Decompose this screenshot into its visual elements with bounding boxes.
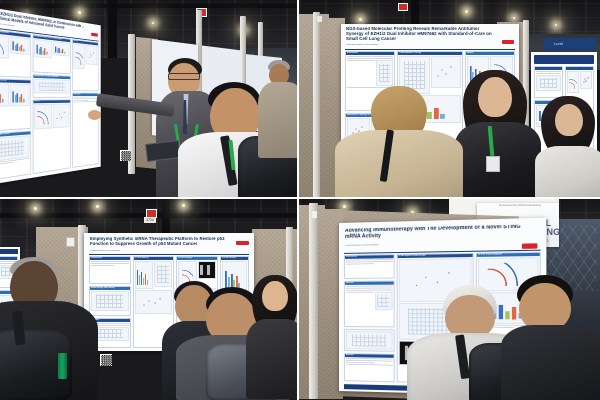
- jacket: [501, 325, 597, 400]
- person-attendee: [335, 86, 463, 197]
- water-bottle: [58, 353, 67, 379]
- photo-top-right: Lunit NGS-based Mol: [299, 0, 600, 199]
- board-post: [313, 12, 320, 197]
- person-attendee: [501, 275, 597, 400]
- hall-banner-label: Lunit: [554, 41, 563, 46]
- panel-header: Mechanism of Synergy in SCLC: [346, 114, 395, 117]
- poster-panel[interactable]: [343, 329, 395, 352]
- person-presenter: [455, 70, 541, 197]
- sign-subtitle: Presented at the AACR Annual Meeting: [499, 204, 541, 207]
- panel-header: In Vitro Activity: [133, 257, 174, 260]
- sponsor-logo: [502, 40, 514, 44]
- panel-header: mRNA Design and Delivery: [90, 287, 130, 290]
- ceiling-light: [34, 207, 37, 210]
- poster-panel[interactable]: Introduction: [343, 254, 395, 279]
- poster-panel[interactable]: PK / PD: [71, 39, 99, 92]
- panel-header: Introduction: [90, 257, 130, 260]
- ceiling-light: [359, 18, 362, 21]
- poster-authors: Presenting author list and affiliations: [346, 44, 379, 46]
- poster-panel[interactable]: Synergy Score for Drug Combination: [32, 74, 71, 98]
- sponsor-logo: [521, 243, 538, 249]
- board-number: [317, 16, 322, 22]
- poster-panel[interactable]: Conclusions: [71, 92, 99, 168]
- truss-beam: [0, 4, 297, 8]
- photo-bottom-left: 4724 Employing Synthetic mRNA Therapeuti…: [0, 199, 299, 400]
- head: [445, 295, 495, 339]
- sponsor-logo: [236, 241, 249, 245]
- truss-column: [162, 199, 170, 265]
- poster-panel[interactable]: Background / Introduction: [0, 28, 31, 78]
- poster-panel[interactable]: In Vitro Activity: [132, 256, 175, 348]
- exit-sign: [398, 3, 408, 11]
- person-attendee: [535, 96, 600, 197]
- panel-header: Results: [465, 52, 514, 55]
- ceiling-light: [555, 24, 557, 26]
- head: [269, 64, 289, 85]
- poster-panel[interactable]: mRNA Design and Delivery: [89, 286, 131, 316]
- jacket: [258, 82, 297, 158]
- board-post: [309, 203, 318, 399]
- ceiling-light: [182, 204, 185, 207]
- board-tag: [312, 211, 317, 218]
- board-tag: [66, 237, 75, 247]
- ceiling-light: [152, 22, 154, 24]
- necktie: [182, 100, 188, 134]
- ceiling-light: [343, 205, 346, 208]
- panel-header: Introduction: [346, 52, 395, 55]
- name-badge: [486, 156, 500, 172]
- sponsor-logo: [91, 32, 98, 37]
- person-presenter: [246, 275, 297, 399]
- person-background: [258, 60, 297, 160]
- photo-bottom-right: Presented at the AACR Annual Meeting AAC…: [299, 199, 600, 400]
- qr-code[interactable]: [100, 354, 113, 367]
- poster-panel[interactable]: Anti-proliferation (IC50): [0, 78, 31, 132]
- poster-panel[interactable]: Methods: [343, 280, 395, 328]
- blazer: [246, 319, 297, 399]
- head: [478, 77, 512, 117]
- truss-column: [108, 0, 117, 58]
- poster-authors: Presenting author list and affiliations: [344, 244, 379, 247]
- panel-header: In Vivo Efficacy: [177, 257, 217, 260]
- board-number-sign: 4724: [144, 217, 156, 223]
- title-rule: [89, 254, 249, 255]
- poster-panel[interactable]: Introduction: [89, 256, 131, 284]
- head: [519, 283, 571, 331]
- poster-title: Employing Synthetic mRNA Therapeutic Pla…: [90, 237, 225, 246]
- hall-banner: Lunit: [544, 38, 596, 50]
- ceiling-light: [78, 11, 81, 14]
- qr-code[interactable]: [120, 150, 132, 162]
- title-rule: [345, 49, 515, 50]
- poster-panel[interactable]: Combination Effect in Solid Tumor Models: [32, 34, 71, 75]
- poster-panel[interactable]: Abstract: [343, 353, 395, 383]
- panel-header: In Vivo Efficacy: [220, 257, 249, 260]
- poster-panel[interactable]: Target Modulation in Tumor: [0, 130, 31, 182]
- panel-header: Transcriptomic Profiling: [398, 52, 462, 55]
- poster-panel[interactable]: PK / PD: [32, 99, 71, 175]
- person-attendee: [0, 257, 98, 400]
- head: [262, 281, 288, 311]
- poster-title: NGS-based Molecular Profiling Reveals Re…: [346, 27, 492, 41]
- ceiling-light: [513, 17, 515, 19]
- poster-top-left[interactable]: ...of an EZH1/2 Dual Inhibitor, HM97662,…: [0, 6, 101, 186]
- photo-top-left: ...of an EZH1/2 Dual Inhibitor, HM97662,…: [0, 0, 299, 199]
- poster-panel[interactable]: Introduction: [345, 51, 396, 111]
- poster-authors: Presenting author list and affiliations: [90, 250, 121, 252]
- ceiling-light: [465, 10, 468, 13]
- glasses-icon: [168, 73, 200, 80]
- truss-column: [411, 0, 419, 46]
- jacket: [535, 146, 600, 197]
- hand: [88, 110, 101, 120]
- coat: [335, 130, 463, 197]
- board-post: [240, 16, 246, 146]
- poster-title: Advancing Immunotherapy with The Develop…: [344, 224, 521, 240]
- ceiling-light: [96, 205, 99, 208]
- head: [555, 104, 583, 136]
